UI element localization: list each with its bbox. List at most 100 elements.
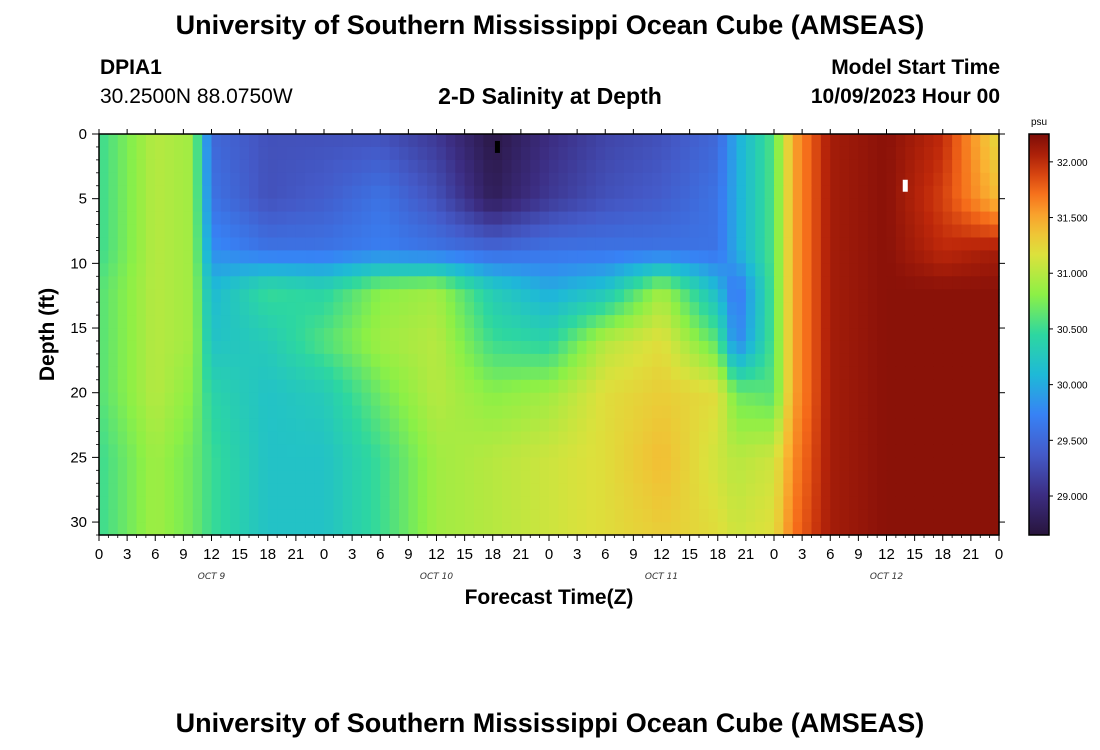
heatmap-cell	[952, 263, 963, 277]
heatmap-cell	[689, 444, 700, 458]
heatmap-cell	[586, 237, 597, 252]
heatmap-cell	[802, 379, 813, 394]
heatmap-cell	[605, 159, 616, 174]
heatmap-cell	[145, 263, 156, 277]
heatmap-cell	[624, 198, 634, 213]
heatmap-cell	[764, 276, 775, 290]
heatmap-cell	[399, 289, 409, 303]
heatmap-cell	[849, 392, 859, 407]
heatmap-cell	[633, 418, 644, 433]
heatmap-cell	[642, 379, 653, 394]
heatmap-cell	[136, 276, 147, 290]
heatmap-cell	[727, 250, 738, 264]
heatmap-cell	[352, 302, 363, 316]
heatmap-cell	[783, 237, 794, 252]
heatmap-cell	[867, 431, 878, 446]
heatmap-cell	[277, 353, 288, 368]
heatmap-cell	[577, 522, 588, 536]
heatmap-cell	[352, 263, 363, 277]
heatmap-cell	[492, 457, 503, 471]
heatmap-cell	[530, 276, 541, 290]
heatmap-cell	[755, 302, 766, 316]
heatmap-cell	[474, 470, 484, 484]
heatmap-cell	[670, 211, 681, 226]
heatmap-cell	[539, 302, 550, 316]
heatmap-cell	[652, 263, 663, 277]
heatmap-cell	[502, 224, 513, 239]
heatmap-cell	[970, 509, 981, 523]
heatmap-cell	[539, 315, 550, 329]
heatmap-cell	[849, 509, 859, 523]
heatmap-cell	[774, 353, 784, 368]
heatmap-cell	[942, 457, 953, 471]
heatmap-cell	[455, 289, 466, 303]
heatmap-cell	[867, 353, 878, 368]
heatmap-cell	[455, 379, 466, 394]
heatmap-cell	[370, 457, 381, 471]
heatmap-cell	[399, 340, 409, 355]
heatmap-cell	[764, 263, 775, 277]
heatmap-cell	[183, 418, 194, 433]
heatmap-cell	[427, 392, 438, 407]
heatmap-cell	[230, 289, 241, 303]
heatmap-cell	[286, 250, 297, 264]
heatmap-cell	[342, 237, 353, 252]
heatmap-cell	[202, 211, 213, 226]
heatmap-cell	[727, 496, 738, 510]
heatmap-cell	[933, 211, 944, 226]
heatmap-cell	[699, 392, 709, 407]
heatmap-cell	[399, 328, 409, 342]
x-day-label: OCT 10	[420, 572, 453, 582]
heatmap-cell	[839, 379, 850, 394]
heatmap-cell	[314, 172, 325, 187]
heatmap-cell	[670, 509, 681, 523]
heatmap-cell	[399, 276, 409, 290]
x-tick-label: 15	[681, 546, 698, 563]
heatmap-cell	[145, 328, 156, 342]
heatmap-cell	[380, 522, 391, 536]
heatmap-cell	[577, 146, 588, 161]
heatmap-cell	[586, 263, 597, 277]
heatmap-cell	[408, 263, 419, 277]
heatmap-cell	[183, 263, 194, 277]
heatmap-cell	[942, 522, 953, 536]
heatmap-cell	[867, 146, 878, 161]
heatmap-cell	[502, 418, 513, 433]
heatmap-cell	[764, 185, 775, 200]
heatmap-cell	[774, 431, 784, 446]
heatmap-cell	[445, 237, 456, 252]
heatmap-cell	[689, 315, 700, 329]
heatmap-cell	[370, 522, 381, 536]
heatmap-cell	[549, 483, 559, 497]
heatmap-cell	[333, 457, 344, 471]
heatmap-cell	[699, 366, 709, 381]
heatmap-cell	[202, 172, 213, 187]
heatmap-cell	[399, 405, 409, 420]
heatmap-cell	[380, 224, 391, 239]
heatmap-cell	[558, 418, 569, 433]
heatmap-cell	[717, 198, 728, 213]
heatmap-cell	[436, 172, 447, 187]
heatmap-cell	[849, 276, 859, 290]
heatmap-cell	[830, 522, 841, 536]
heatmap-cell	[680, 328, 691, 342]
heatmap-cell	[961, 444, 972, 458]
heatmap-cell	[642, 289, 653, 303]
heatmap-cell	[286, 134, 297, 148]
heatmap-cell	[652, 340, 663, 355]
heatmap-cell	[145, 509, 156, 523]
heatmap-cell	[155, 431, 166, 446]
heatmap-cell	[192, 379, 203, 394]
heatmap-cell	[905, 328, 916, 342]
heatmap-cell	[145, 224, 156, 239]
heatmap-cell	[792, 224, 803, 239]
heatmap-cell	[970, 134, 981, 148]
heatmap-cell	[239, 470, 250, 484]
heatmap-cell	[952, 185, 963, 200]
heatmap-cell	[567, 522, 578, 536]
heatmap-cell	[624, 276, 634, 290]
heatmap-cell	[689, 470, 700, 484]
heatmap-cell	[239, 522, 250, 536]
heatmap-cell	[117, 509, 128, 523]
x-tick-label: 9	[179, 546, 187, 563]
